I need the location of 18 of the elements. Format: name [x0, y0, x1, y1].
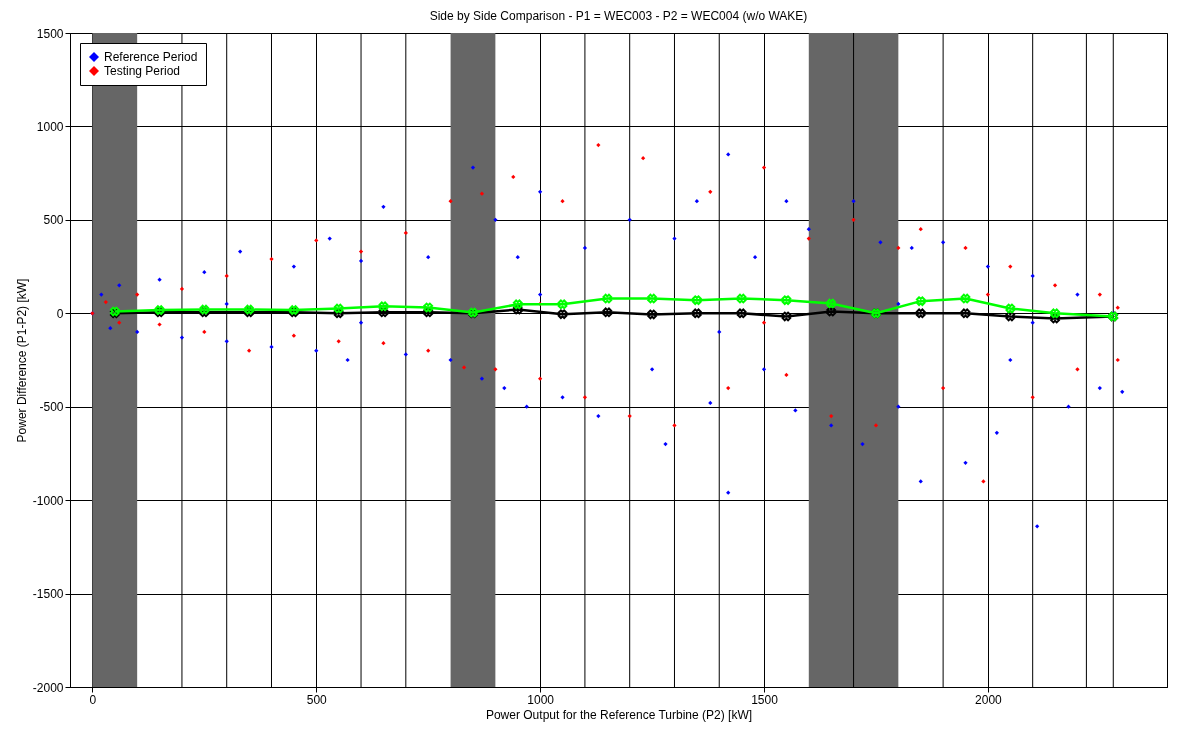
y-tick-label: 1000	[36, 119, 64, 134]
y-tick-label: 500	[43, 213, 64, 228]
y-tick-label: 0	[56, 306, 64, 321]
legend-label: Reference Period	[104, 50, 198, 64]
y-tick-label: -1000	[32, 493, 64, 508]
x-tick-label: 2000	[975, 692, 1003, 707]
y-tick-label: -2000	[32, 680, 64, 695]
y-axis-title: Power Difference (P1-P2) [kW]	[14, 278, 29, 443]
y-tick-label: 1500	[36, 26, 64, 41]
y-tick-label: -1500	[32, 587, 64, 602]
x-tick-label: 0	[89, 692, 97, 707]
x-axis-title: Power Output for the Reference Turbine (P2) [kW]	[485, 707, 753, 722]
x-tick-label: 500	[306, 692, 328, 707]
y-tick-label: -500	[39, 400, 64, 415]
x-tick-label: 1000	[527, 692, 555, 707]
x-tick-label: 1500	[751, 692, 779, 707]
legend-label: Testing Period	[104, 64, 181, 78]
chart-title: Side by Side Comparison - P1 = WEC003 - P2 = WEC004 (w/o WAKE)	[429, 9, 808, 23]
